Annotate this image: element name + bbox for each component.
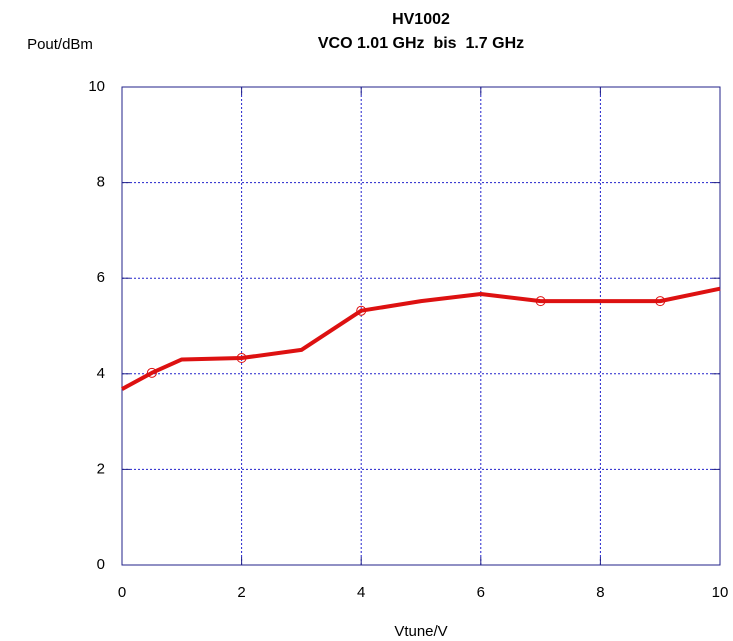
point-marker [535, 296, 546, 307]
x-axis-label: Vtune/V [394, 623, 447, 640]
y-tick-label: 6 [97, 269, 105, 286]
y-tick-label: 0 [97, 556, 105, 573]
x-tick-label: 10 [712, 584, 729, 601]
point-marker [236, 353, 247, 364]
chart-title: HV1002 [392, 11, 450, 28]
point-marker [356, 305, 367, 316]
point-marker [146, 367, 157, 378]
x-tick-label: 4 [357, 584, 365, 601]
chart-subtitle: VCO 1.01 GHz bis 1.7 GHz [318, 35, 524, 52]
data-line [121, 286, 721, 391]
y-tick-label: 4 [97, 365, 105, 382]
plot-frame [121, 86, 721, 566]
x-tick-label: 2 [237, 584, 245, 601]
x-tick-label: 8 [596, 584, 604, 601]
y-axis-label: Pout/dBm [27, 36, 93, 53]
y-tick-label: 10 [88, 78, 105, 95]
y-tick-label: 2 [97, 460, 105, 477]
x-tick-label: 0 [118, 584, 126, 601]
y-tick-label: 8 [97, 174, 105, 191]
x-tick-label: 6 [477, 584, 485, 601]
point-marker [655, 296, 666, 307]
